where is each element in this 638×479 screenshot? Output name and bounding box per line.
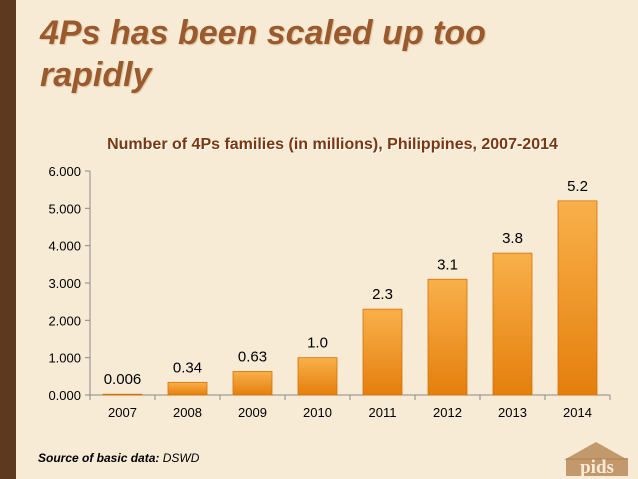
y-tick-label: 1.000 — [48, 351, 81, 366]
chart-title: Number of 4Ps families (in millions), Ph… — [107, 136, 558, 153]
y-tick-label: 0.000 — [48, 388, 81, 403]
x-tick-label: 2008 — [173, 405, 202, 420]
source-note: Source of basic data: DSWD — [38, 451, 199, 465]
data-label: 2.3 — [372, 286, 393, 303]
bar-2013 — [492, 252, 533, 396]
y-tick-label: 5.000 — [48, 201, 81, 216]
slide-title: 4Ps has been scaled up too rapidly — [40, 14, 486, 94]
bar-2007 — [102, 393, 143, 396]
data-label: 5.2 — [567, 178, 588, 195]
bar-2008 — [167, 381, 208, 396]
x-tick-label: 2010 — [303, 405, 332, 420]
source-value: DSWD — [162, 451, 200, 465]
x-tick-label: 2009 — [238, 405, 267, 420]
y-tick-label: 2.000 — [48, 313, 81, 328]
data-label: 1.0 — [307, 335, 328, 352]
svg-text:pids: pids — [580, 457, 614, 478]
bar-2012 — [427, 278, 468, 396]
bar-2014 — [557, 200, 598, 396]
y-tick-label: 6.000 — [48, 164, 81, 179]
y-tick-label: 3.000 — [48, 276, 81, 291]
x-tick-label: 2011 — [369, 405, 397, 420]
y-tick-label: 4.000 — [48, 239, 81, 254]
data-label: 0.006 — [104, 371, 142, 388]
x-tick-label: 2014 — [563, 405, 592, 420]
bar-2010 — [297, 357, 338, 396]
left-accent-bar — [0, 0, 16, 479]
x-tick-label: 2007 — [108, 405, 137, 420]
x-tick-label: 2012 — [433, 405, 462, 420]
data-label: 0.34 — [173, 359, 202, 376]
data-label: 3.1 — [437, 256, 458, 273]
data-label: 0.63 — [238, 348, 267, 365]
bar-2011 — [362, 308, 403, 396]
pids-logo: pids — [564, 442, 628, 478]
source-label: Source of basic data: — [38, 451, 160, 465]
bar-2009 — [232, 371, 273, 396]
x-tick-label: 2013 — [498, 405, 527, 420]
data-label: 3.8 — [502, 230, 523, 247]
